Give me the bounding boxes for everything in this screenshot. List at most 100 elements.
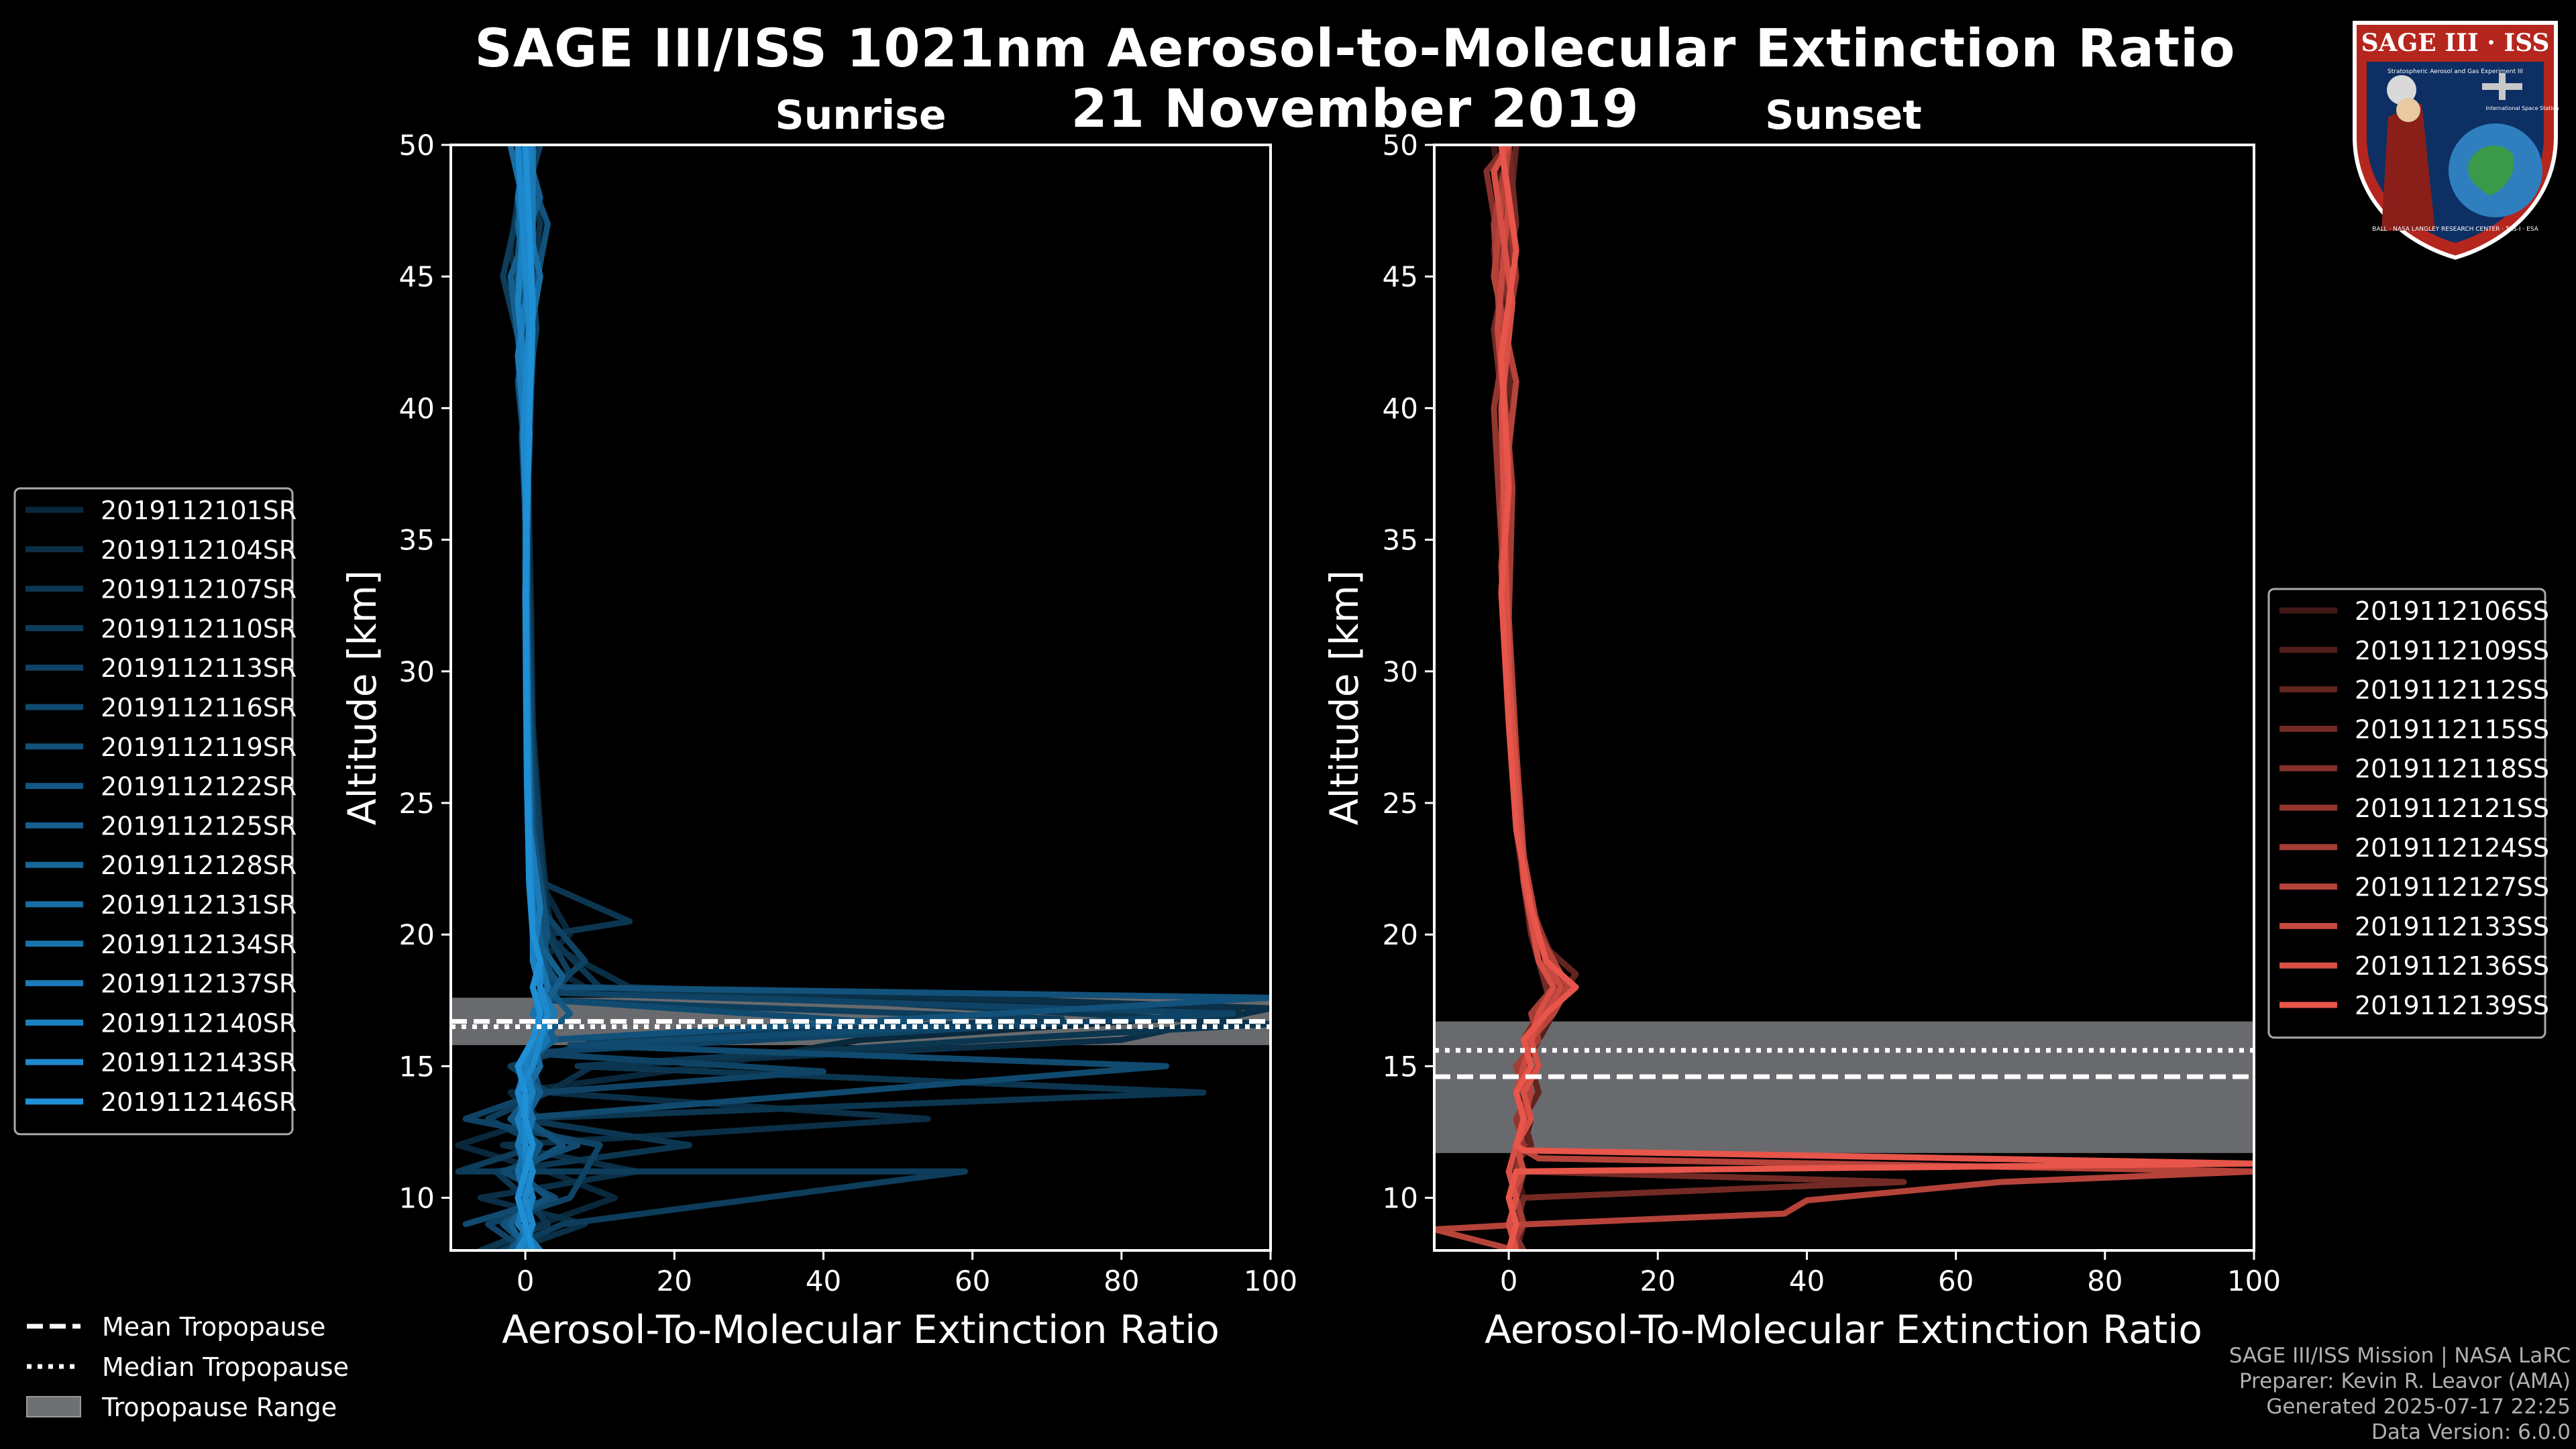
sunrise-tropopause-lines	[451, 1019, 1271, 1029]
sunrise-y-tick-label: 25	[399, 787, 435, 820]
sunset-x-tick-label: 40	[1789, 1265, 1825, 1297]
sunset-y-tick-label: 25	[1383, 787, 1418, 820]
sunrise-legend-label: 2019112140SR	[101, 1008, 297, 1038]
sunset-legend-label: 2019112112SS	[2355, 676, 2549, 705]
sunrise-profiles	[455, 145, 1271, 1250]
sunrise-y-tick-label: 30	[399, 655, 435, 688]
sunrise-x-tick-label: 0	[517, 1265, 535, 1297]
sunset-x-tick-label: 80	[2087, 1265, 2123, 1297]
sunrise-profile-2019112116SR	[462, 145, 1169, 1228]
median-tropopause-label: Median Tropopause	[102, 1352, 349, 1382]
sunset-y-tick-label: 10	[1383, 1182, 1418, 1215]
sunrise-legend-label: 2019112110SR	[101, 614, 297, 643]
sunset-x-tick-label: 20	[1640, 1265, 1676, 1297]
sunrise-legend-label: 2019112125SR	[101, 811, 297, 841]
footer-preparer: Preparer: Kevin R. Leavor (AMA)	[2239, 1369, 2571, 1393]
sunrise-legend-label: 2019112104SR	[101, 535, 297, 565]
sunrise-x-tick-label: 60	[955, 1265, 990, 1297]
sunrise-y-tick-label: 45	[399, 260, 435, 293]
sunset-legend-box	[2267, 588, 2546, 1039]
sunset-x-tick-label: 100	[2227, 1265, 2281, 1297]
sunrise-profile-2019112107SR	[477, 145, 1271, 1250]
sunset-profiles	[1434, 145, 2254, 1250]
sunrise-x-tick-label: 100	[1244, 1265, 1297, 1297]
sunrise-profile-2019112146SR	[515, 145, 543, 1250]
footer-data-version: Data Version: 6.0.0	[2371, 1420, 2571, 1444]
sunrise-subtitle: Sunrise	[775, 92, 946, 139]
sunset-legend-label: 2019112106SS	[2355, 596, 2549, 626]
sunrise-legend-label: 2019112143SR	[101, 1048, 297, 1077]
sunrise-axes: 0 20 40 60 80 100 10 15 20 25 30 35 40 45 50	[399, 129, 1298, 1297]
tropopause-range-label: Tropopause Range	[101, 1393, 337, 1422]
main-title: SAGE III/ISS 1021nm Aerosol-to-Molecular…	[474, 19, 2236, 79]
sunset-legend-label: 2019112109SS	[2355, 636, 2549, 665]
sunset-panel: Sunset 0 20 40 60 80 100 10 15 20 25 30 35 40 45 50 Ae…	[1322, 92, 2281, 1352]
sunset-y-tick-label: 45	[1383, 260, 1418, 293]
sunset-tropopause-range-band	[1434, 1021, 2254, 1153]
sunset-tropopause-lines	[1434, 1048, 2254, 1079]
sage-iii-iss-logo: SAGE III · ISS Stratospheric Aerosol and…	[2353, 21, 2559, 260]
sunset-y-tick-label: 30	[1383, 655, 1418, 688]
sunset-x-axis-label: Aerosol-To-Molecular Extinction Ratio	[1485, 1307, 2202, 1352]
sunset-y-tick-label: 40	[1383, 392, 1418, 425]
sunset-legend-label: 2019112139SS	[2355, 991, 2549, 1020]
sunrise-plot-frame	[449, 144, 1272, 1252]
sunset-x-tick-label: 60	[1938, 1265, 1974, 1297]
sunrise-legend: 2019112101SR 2019112104SR 2019112107SR 2019…	[13, 487, 297, 1136]
sunrise-x-axis-label: Aerosol-To-Molecular Extinction Ratio	[502, 1307, 1220, 1352]
sunrise-legend-label: 2019112134SR	[101, 930, 297, 959]
sunrise-y-tick-label: 50	[399, 129, 435, 162]
sunrise-y-tick-label: 35	[399, 524, 435, 557]
sunrise-y-axis-label: Altitude [km]	[339, 570, 385, 825]
sunrise-x-tick-label: 20	[657, 1265, 692, 1297]
sunrise-legend-label: 2019112107SR	[101, 575, 297, 604]
sunrise-profile-2019112101SR	[455, 145, 1244, 1250]
sunset-legend-label: 2019112136SS	[2355, 951, 2549, 981]
sunrise-y-tick-label: 20	[399, 918, 435, 951]
sunrise-profile-2019112104SR	[477, 145, 1271, 1250]
sunset-subtitle: Sunset	[1765, 92, 1922, 139]
sunset-legend-label: 2019112124SS	[2355, 833, 2549, 863]
sunrise-legend-label: 2019112122SR	[101, 772, 297, 802]
sunset-legend-label: 2019112118SS	[2355, 754, 2549, 784]
sunset-plot-frame	[1433, 144, 2255, 1252]
sunset-profile-2019112136SS	[1491, 145, 1557, 1250]
sunset-legend-label: 2019112121SS	[2355, 794, 2549, 823]
sunrise-y-tick-label: 40	[399, 392, 435, 425]
logo-title: SAGE III · ISS	[2361, 29, 2550, 57]
sunrise-legend-box	[13, 487, 294, 1136]
sunrise-y-tick-label: 15	[399, 1050, 435, 1083]
sunset-axes: 0 20 40 60 80 100 10 15 20 25 30 35 40 45 50	[1383, 129, 2282, 1297]
sunrise-legend-label: 2019112128SR	[101, 851, 297, 880]
sunrise-legend-label: 2019112119SR	[101, 733, 297, 762]
sunset-legend-label: 2019112115SS	[2355, 714, 2549, 744]
sunset-tropopause-layer	[1434, 1021, 2254, 1153]
footer-mission: SAGE III/ISS Mission | NASA LaRC	[2229, 1344, 2571, 1368]
sunrise-legend-label: 2019112113SR	[101, 653, 297, 683]
sunset-y-tick-label: 15	[1383, 1050, 1418, 1083]
mean-tropopause-label: Mean Tropopause	[102, 1312, 325, 1342]
sunrise-legend-label: 2019112146SR	[101, 1087, 297, 1117]
sunrise-legend-label: 2019112116SR	[101, 693, 297, 722]
logo-subtitle: Stratospheric Aerosol and Gas Experiment…	[2387, 68, 2523, 75]
tropopause-range-swatch	[26, 1396, 81, 1417]
logo-subtitle-2: International Space Station	[2486, 105, 2559, 111]
footer-generated: Generated 2025-07-17 22:25	[2266, 1395, 2571, 1419]
logo-ring-text: BALL · NASA LANGLEY RESEARCH CENTER · TA…	[2372, 226, 2539, 233]
sunrise-legend-label: 2019112131SR	[101, 890, 297, 920]
sunrise-legend-label: 2019112101SR	[101, 496, 297, 525]
sunset-legend: 2019112106SS 2019112109SS 2019112112SS 2019…	[2267, 588, 2549, 1039]
sunrise-x-tick-label: 40	[806, 1265, 841, 1297]
sunrise-y-tick-label: 10	[399, 1182, 435, 1215]
sunset-y-tick-label: 35	[1383, 524, 1418, 557]
sunrise-panel: Sunrise 0 20 40 60 80 100 10 15 20 25 30 35 40 45 50 A…	[339, 92, 1297, 1352]
sunrise-x-tick-label: 80	[1104, 1265, 1139, 1297]
sunset-legend-label: 2019112127SS	[2355, 873, 2549, 902]
sunset-legend-label: 2019112133SS	[2355, 912, 2549, 941]
sunset-y-axis-label: Altitude [km]	[1322, 570, 1367, 825]
footer-credits: SAGE III/ISS Mission | NASA LaRC Prepare…	[2229, 1343, 2571, 1445]
sunset-y-tick-label: 50	[1383, 129, 1418, 162]
sunset-x-tick-label: 0	[1500, 1265, 1518, 1297]
sunset-profile-2019112139SS	[1498, 145, 2254, 1250]
